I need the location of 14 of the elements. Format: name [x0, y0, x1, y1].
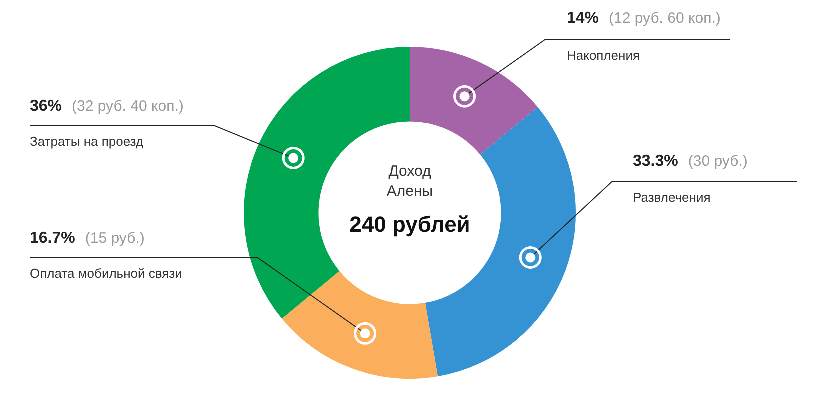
text: (30 руб.): [688, 153, 748, 170]
slice-label: Развлечения: [633, 190, 711, 205]
text: (32 руб. 40 коп.): [72, 98, 184, 115]
text: (12 руб. 60 коп.): [609, 10, 721, 27]
text: Доход Алены: [386, 162, 434, 202]
text: (15 руб.): [85, 230, 145, 247]
data-label: 33.3%: [633, 153, 678, 170]
slice-label: Накопления: [567, 48, 640, 63]
text: 240 рублей: [348, 212, 472, 238]
data-label: 14%: [567, 10, 600, 27]
slice-label: Оплата мобильной связи: [30, 266, 182, 281]
data-label: 36%: [30, 98, 62, 115]
slice-label: Затраты на проезд: [30, 134, 144, 149]
data-label: 16.7%: [30, 230, 76, 247]
